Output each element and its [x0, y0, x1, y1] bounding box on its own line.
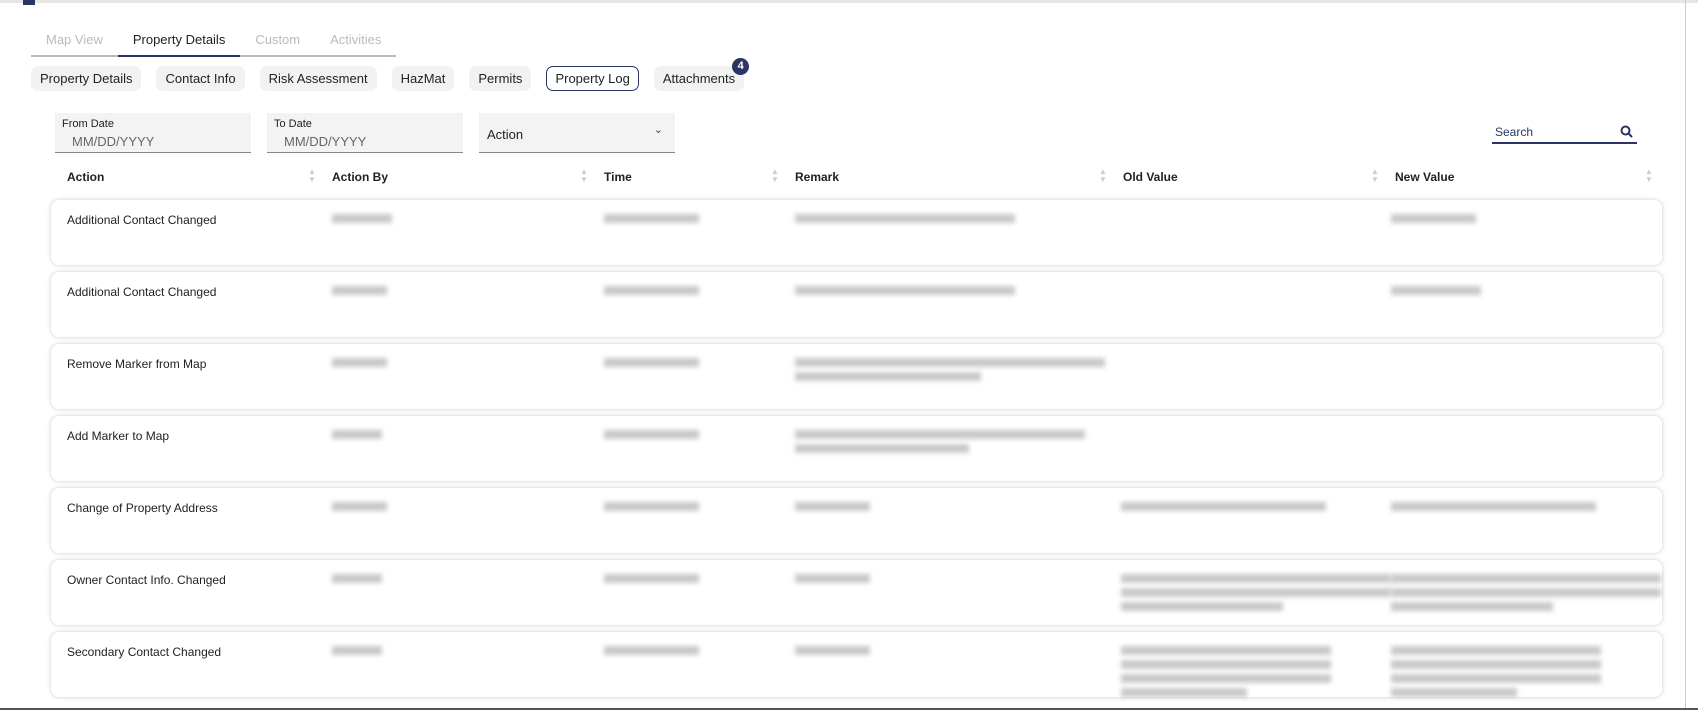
- sort-icon[interactable]: ▲ ▼: [1099, 167, 1107, 184]
- subtab-risk-assessment[interactable]: Risk Assessment: [259, 66, 377, 91]
- redacted-text: [1391, 674, 1601, 683]
- tab-property-details[interactable]: Property Details: [117, 28, 241, 57]
- redacted-text: [332, 358, 387, 367]
- col-new-value[interactable]: New Value: [1395, 170, 1455, 184]
- subtab-attachments[interactable]: Attachments 4: [653, 58, 750, 91]
- action-cell: Remove Marker from Map: [67, 357, 207, 371]
- redacted-text: [604, 430, 699, 439]
- redacted-text: [604, 502, 699, 511]
- redacted-text: [1121, 602, 1283, 611]
- redacted-text: [332, 502, 387, 511]
- top-border: [0, 0, 1698, 3]
- col-remark[interactable]: Remark: [795, 170, 840, 184]
- subtab-contact-info[interactable]: Contact Info: [156, 66, 245, 91]
- redacted-text: [795, 574, 870, 583]
- redacted-text: [1391, 602, 1553, 611]
- redacted-text: [332, 646, 382, 655]
- subtab-property-details[interactable]: Property Details: [31, 66, 142, 91]
- table-row[interactable]: Owner Contact Info. Changed: [51, 560, 1662, 625]
- redacted-text: [332, 214, 392, 223]
- chevron-down-icon: ⌄: [653, 124, 663, 136]
- action-cell: Change of Property Address: [67, 501, 218, 515]
- attachments-label: Attachments: [662, 71, 736, 86]
- sub-tabs: Property Details Contact Info Risk Asses…: [31, 58, 750, 91]
- redacted-text: [604, 358, 699, 367]
- redacted-text: [795, 430, 1085, 439]
- redacted-text: [1121, 502, 1326, 511]
- to-date-field[interactable]: To Date MM/DD/YYYY: [267, 113, 463, 153]
- action-cell: Additional Contact Changed: [67, 213, 217, 227]
- redacted-text: [1391, 574, 1661, 583]
- sort-icon[interactable]: ▲ ▼: [1371, 167, 1379, 184]
- sort-icon[interactable]: ▲ ▼: [308, 167, 316, 184]
- redacted-text: [604, 286, 699, 295]
- attachments-count-badge: 4: [732, 58, 750, 75]
- table-row[interactable]: Remove Marker from Map: [51, 344, 1662, 409]
- redacted-text: [1121, 574, 1391, 583]
- main-tabs: Map View Property Details Custom Activit…: [31, 28, 397, 57]
- search-placeholder: Search: [1495, 125, 1534, 139]
- sort-icon[interactable]: ▲ ▼: [580, 167, 588, 184]
- sort-icon[interactable]: ▲ ▼: [771, 167, 779, 184]
- redacted-text: [795, 214, 1015, 223]
- subtab-hazmat[interactable]: HazMat: [391, 66, 455, 91]
- action-cell: Add Marker to Map: [67, 429, 170, 443]
- to-date-input[interactable]: MM/DD/YYYY: [284, 134, 367, 149]
- action-select-value: Action: [487, 127, 524, 142]
- redacted-text: [795, 358, 1105, 367]
- redacted-text: [1391, 286, 1481, 295]
- redacted-text: [1121, 588, 1391, 597]
- table-row[interactable]: Additional Contact Changed: [51, 200, 1662, 265]
- redacted-text: [1391, 214, 1476, 223]
- redacted-text: [1121, 674, 1331, 683]
- redacted-text: [604, 214, 699, 223]
- scrollbar[interactable]: [1685, 0, 1686, 710]
- redacted-text: [604, 574, 699, 583]
- redacted-text: [332, 286, 387, 295]
- tab-activities[interactable]: Activities: [330, 32, 382, 47]
- sort-icon[interactable]: ▲ ▼: [1645, 167, 1653, 184]
- menu-marker: [23, 0, 35, 5]
- redacted-text: [332, 574, 382, 583]
- redacted-text: [332, 430, 382, 439]
- table-header: Action ▲ ▼ Action By ▲ ▼ Time ▲ ▼ Remark ▲ ▼…: [0, 168, 1698, 188]
- redacted-text: [1121, 646, 1331, 655]
- col-action[interactable]: Action: [67, 170, 105, 184]
- redacted-text: [1121, 660, 1331, 669]
- action-cell: Owner Contact Info. Changed: [67, 573, 226, 587]
- search-input[interactable]: Search: [1492, 122, 1637, 144]
- action-cell: Additional Contact Changed: [67, 285, 217, 299]
- tab-map-view[interactable]: Map View: [46, 32, 103, 47]
- subtab-property-log[interactable]: Property Log: [546, 66, 639, 91]
- action-cell: Secondary Contact Changed: [67, 645, 222, 659]
- redacted-text: [1391, 688, 1517, 697]
- col-old-value[interactable]: Old Value: [1123, 170, 1178, 184]
- redacted-text: [795, 444, 969, 453]
- table-row[interactable]: Change of Property Address: [51, 488, 1662, 553]
- bottom-border: [0, 708, 1698, 710]
- table-row[interactable]: Add Marker to Map: [51, 416, 1662, 481]
- redacted-text: [1391, 646, 1601, 655]
- redacted-text: [795, 372, 981, 381]
- col-time[interactable]: Time: [604, 170, 632, 184]
- search-icon[interactable]: [1620, 125, 1633, 138]
- from-date-field[interactable]: From Date MM/DD/YYYY: [55, 113, 251, 153]
- table-row[interactable]: Secondary Contact Changed: [51, 632, 1662, 697]
- col-action-by[interactable]: Action By: [332, 170, 389, 184]
- action-select[interactable]: Action ⌄: [479, 113, 675, 153]
- redacted-text: [1121, 688, 1247, 697]
- subtab-permits[interactable]: Permits: [469, 66, 532, 91]
- table-row[interactable]: Additional Contact Changed: [51, 272, 1662, 337]
- redacted-text: [604, 646, 699, 655]
- redacted-text: [795, 502, 870, 511]
- to-date-label: To Date: [274, 118, 312, 130]
- redacted-text: [1391, 502, 1596, 511]
- redacted-text: [795, 286, 1015, 295]
- from-date-label: From Date: [62, 118, 114, 130]
- redacted-text: [1391, 660, 1601, 669]
- redacted-text: [795, 646, 870, 655]
- redacted-text: [1391, 588, 1661, 597]
- from-date-input[interactable]: MM/DD/YYYY: [72, 134, 155, 149]
- tab-custom[interactable]: Custom: [255, 32, 301, 47]
